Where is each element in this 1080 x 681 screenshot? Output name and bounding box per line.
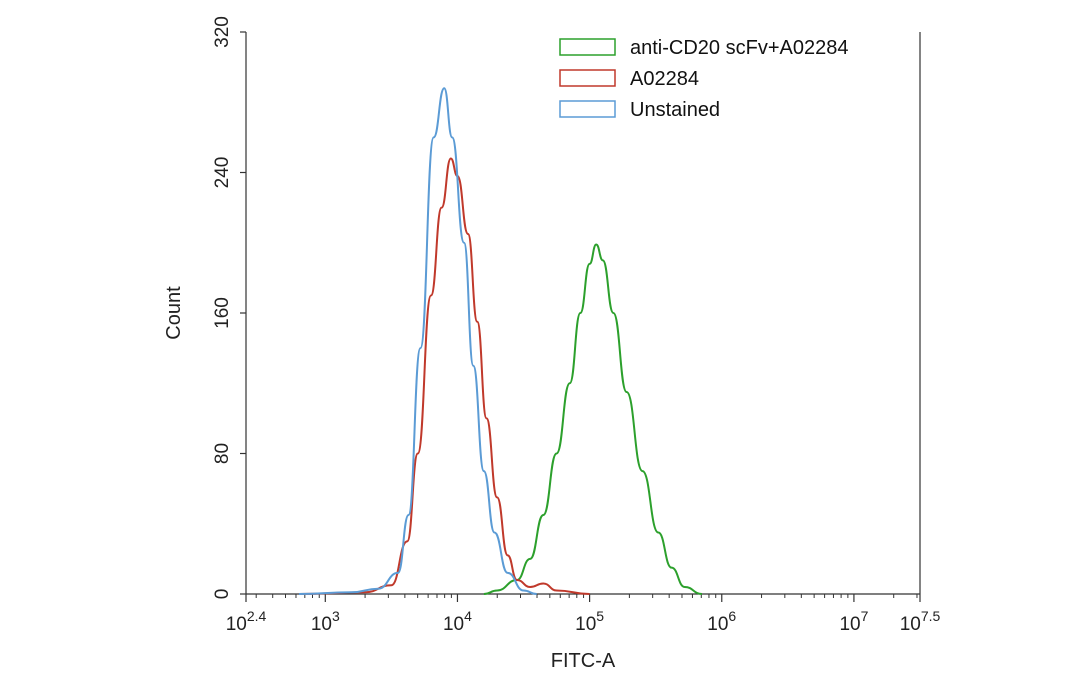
series-line-0 bbox=[483, 243, 703, 595]
x-tick-label: 107 bbox=[839, 608, 868, 635]
legend-label-2: Unstained bbox=[630, 99, 720, 121]
x-tick-label: 106 bbox=[707, 608, 736, 635]
legend: anti-CD20 scFv+A02284 A02284 Unstained bbox=[559, 37, 848, 121]
x-tick-label: 102.4 bbox=[226, 608, 267, 635]
x-tick-label: 103 bbox=[311, 608, 340, 635]
legend-label-0: anti-CD20 scFv+A02284 bbox=[630, 37, 848, 59]
x-tick-label: 104 bbox=[443, 608, 472, 635]
y-axis-label: Count bbox=[163, 286, 185, 340]
series-line-1 bbox=[298, 157, 590, 595]
series-line-2 bbox=[298, 87, 537, 595]
y-tick-label: 0 bbox=[212, 589, 233, 600]
y-tick-label: 80 bbox=[212, 443, 233, 464]
x-tick-label: 105 bbox=[575, 608, 604, 635]
legend-swatch-1 bbox=[559, 69, 616, 87]
y-axis: 0 80 160 240 320 bbox=[212, 16, 246, 599]
legend-swatch-0 bbox=[559, 38, 616, 56]
x-axis-label: FITC-A bbox=[551, 650, 616, 672]
x-tick-label: 107.5 bbox=[900, 608, 941, 635]
legend-swatch-2 bbox=[559, 100, 616, 118]
y-tick-label: 320 bbox=[212, 16, 233, 48]
series-layer bbox=[298, 87, 703, 595]
legend-label-1: A02284 bbox=[630, 68, 699, 90]
y-tick-label: 240 bbox=[212, 157, 233, 189]
y-tick-label: 160 bbox=[212, 297, 233, 329]
x-axis: 102.4 103 104 105 106 107 107.5 bbox=[226, 594, 941, 635]
